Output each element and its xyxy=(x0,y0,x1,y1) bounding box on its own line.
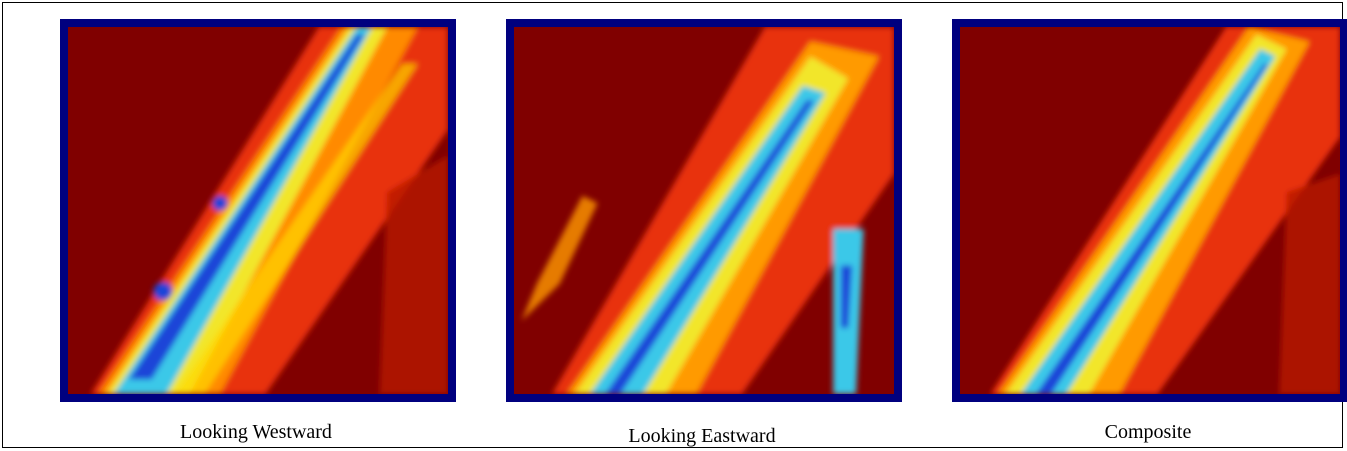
heatmap-image xyxy=(960,27,1340,394)
caption: Looking Westward xyxy=(56,421,456,444)
heatmap-eastward xyxy=(506,19,902,402)
caption: Looking Eastward xyxy=(502,425,902,448)
caption: Composite xyxy=(948,421,1347,444)
heatmap-image xyxy=(68,27,448,394)
heatmap-composite xyxy=(952,19,1347,402)
heatmap-westward xyxy=(60,19,456,402)
heatmap-image xyxy=(514,27,894,394)
figure: Looking Westward Looking Eastward Compos… xyxy=(2,2,1343,448)
